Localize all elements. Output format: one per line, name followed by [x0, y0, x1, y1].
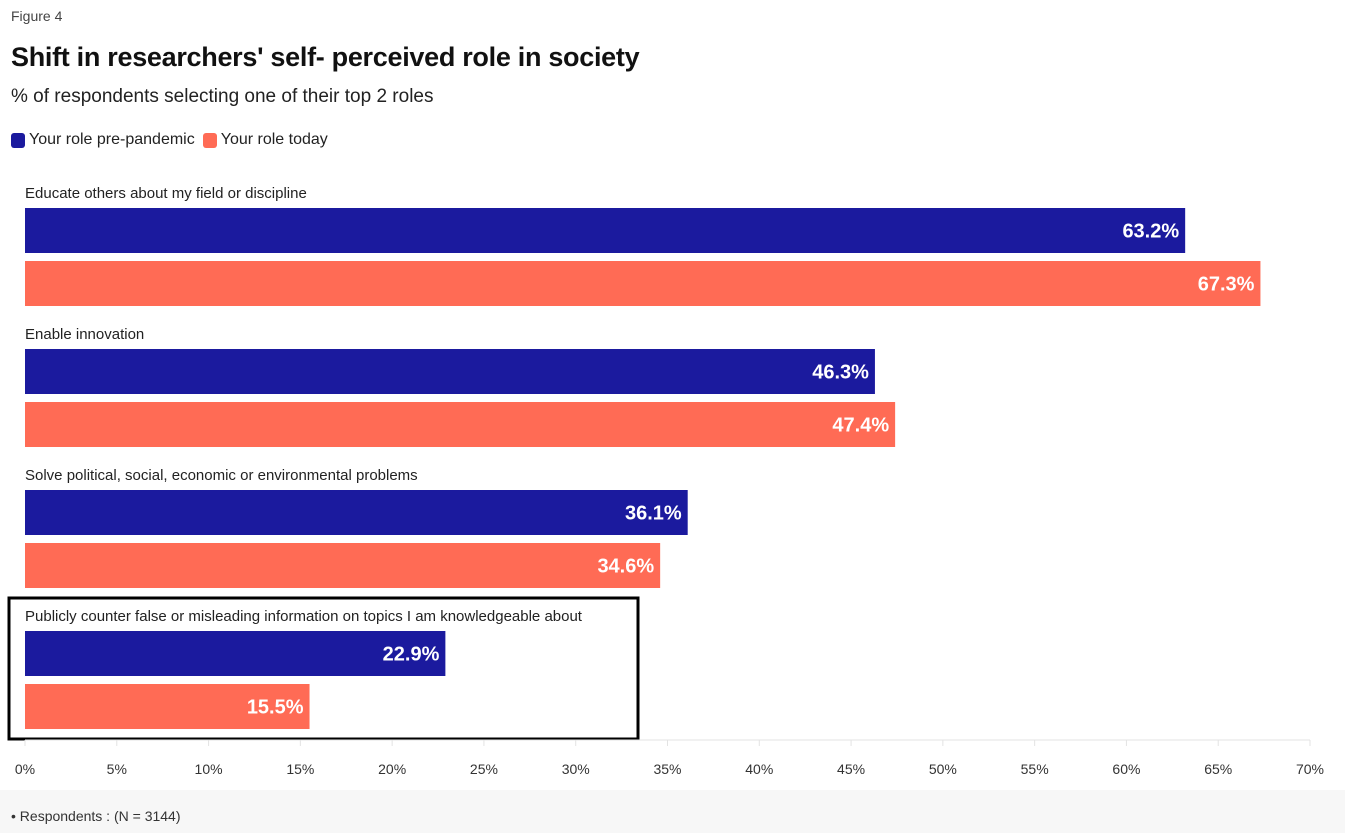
x-tick-label: 0%: [15, 761, 35, 777]
x-tick-label: 70%: [1296, 761, 1324, 777]
bar-today[interactable]: [25, 543, 661, 588]
bar-today[interactable]: [25, 261, 1261, 306]
x-tick-label: 10%: [195, 761, 223, 777]
footer-band: [0, 790, 1345, 833]
bar-value-label: 46.3%: [812, 362, 869, 384]
x-tick-label: 30%: [562, 761, 590, 777]
bar-value-label: 22.9%: [383, 644, 440, 666]
x-tick-label: 25%: [470, 761, 498, 777]
x-tick-label: 45%: [837, 761, 865, 777]
legend-label-pre-pandemic: Your role pre-pandemic: [29, 131, 195, 148]
bar-value-label: 63.2%: [1122, 221, 1179, 243]
x-tick-label: 40%: [745, 761, 773, 777]
bar-value-label: 15.5%: [247, 697, 304, 719]
legend-label-today: Your role today: [220, 131, 328, 148]
x-tick-label: 55%: [1021, 761, 1049, 777]
footnote: • Respondents : (N = 3144): [11, 808, 181, 824]
legend-item-pre-pandemic[interactable]: Your role pre-pandemic: [11, 131, 195, 149]
x-tick-label: 50%: [929, 761, 957, 777]
x-tick-label: 65%: [1204, 761, 1232, 777]
x-tick-label: 20%: [378, 761, 406, 777]
bar-chart: Educate others about my field or discipl…: [7, 185, 1324, 777]
bar-pre-pandemic[interactable]: [25, 349, 875, 394]
legend-item-today[interactable]: Your role today: [202, 131, 328, 149]
x-tick-label: 5%: [107, 761, 127, 777]
x-tick-label: 60%: [1112, 761, 1140, 777]
chart-legend: Your role pre-pandemic Your role today: [11, 131, 336, 149]
bar-today[interactable]: [25, 684, 310, 729]
chart-subtitle: % of respondents selecting one of their …: [11, 86, 434, 107]
x-tick-label: 15%: [286, 761, 314, 777]
bar-pre-pandemic[interactable]: [25, 208, 1186, 253]
legend-swatch-today: [202, 132, 217, 148]
category-label: Educate others about my field or discipl…: [25, 185, 307, 202]
bar-pre-pandemic[interactable]: [25, 490, 688, 535]
bar-pre-pandemic[interactable]: [25, 631, 446, 676]
highlight-box-publicly-counter-fal: [7, 596, 640, 741]
figure-label: Figure 4: [11, 8, 63, 24]
x-tick-label: 35%: [653, 761, 681, 777]
bar-value-label: 34.6%: [597, 556, 654, 578]
category-label: Solve political, social, economic or env…: [25, 467, 418, 484]
chart-title: Shift in researchers' self- perceived ro…: [11, 42, 640, 72]
bar-today[interactable]: [25, 402, 896, 447]
category-label: Enable innovation: [25, 326, 144, 343]
bar-value-label: 36.1%: [625, 503, 682, 525]
bar-value-label: 67.3%: [1198, 274, 1255, 296]
category-label: Publicly counter false or misleading inf…: [25, 608, 583, 625]
bar-value-label: 47.4%: [832, 415, 889, 437]
legend-swatch-pre-pandemic: [11, 132, 25, 148]
